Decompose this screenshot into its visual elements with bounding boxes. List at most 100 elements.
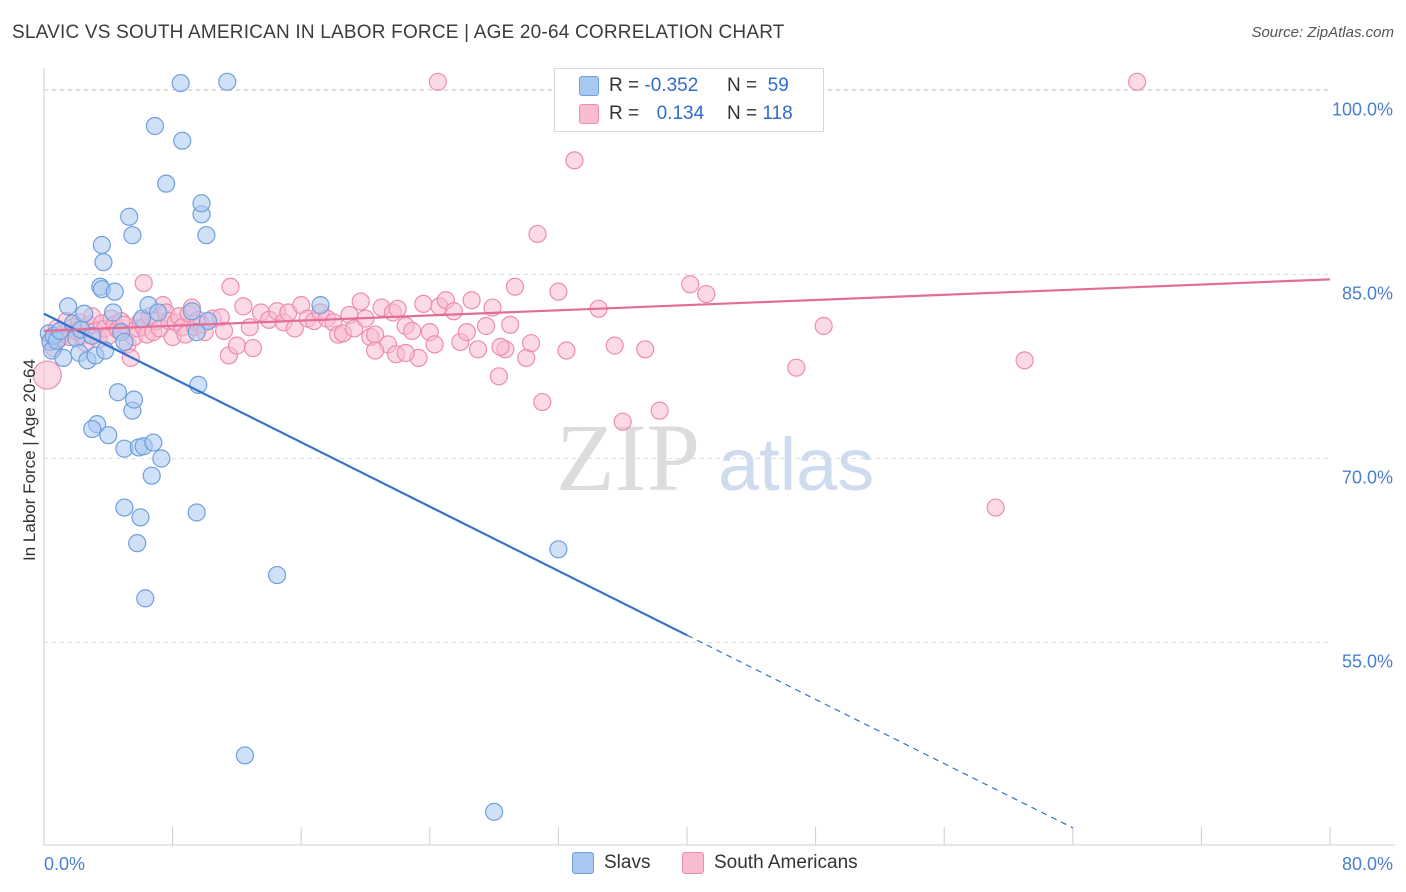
slavs-point xyxy=(120,207,139,226)
south-americans-point xyxy=(366,341,385,360)
y-tick-label: 55.0% xyxy=(1342,652,1393,672)
south-americans-point xyxy=(1127,72,1147,91)
slavs-point xyxy=(75,304,94,323)
slavs-point xyxy=(149,303,168,322)
south-americans-point xyxy=(428,72,447,91)
slavs-point xyxy=(235,746,255,765)
legend-n-label: N = xyxy=(726,103,758,124)
slavs-point xyxy=(182,302,201,321)
south-americans-point xyxy=(787,358,806,377)
axes-layer: 100.0% 85.0% 70.0% 55.0% 0.0% 80.0% xyxy=(43,68,1395,874)
slavs-point xyxy=(197,226,216,245)
south-americans-point xyxy=(650,401,669,420)
y-axis-label: In Labor Force | Age 20-64 xyxy=(20,359,39,561)
legend-n-value: 118 xyxy=(762,103,793,124)
south-americans-point xyxy=(489,367,509,386)
slavs-point xyxy=(124,390,144,409)
slavs-trend-extension xyxy=(686,634,1074,829)
legend-row-south-americans: R = 0.134 N = 118 xyxy=(579,101,793,127)
south-americans-point xyxy=(505,277,525,296)
south-americans-point xyxy=(476,316,496,336)
slavs-point xyxy=(54,348,73,367)
slavs-point xyxy=(94,253,113,272)
south-americans-point xyxy=(388,299,407,318)
slavs-point xyxy=(549,540,568,559)
slavs-point xyxy=(115,332,134,352)
slavs-point xyxy=(267,565,287,585)
south-americans-point xyxy=(351,292,370,311)
x-tick-label: 0.0% xyxy=(44,854,85,874)
south-americans-point xyxy=(681,275,700,294)
slavs-point xyxy=(152,449,171,468)
slavs-point xyxy=(104,303,123,322)
south-americans-point xyxy=(613,412,632,431)
south-americans-point xyxy=(1015,351,1034,370)
south-americans-point xyxy=(986,498,1005,517)
south-americans-point xyxy=(227,336,246,355)
trend-layer xyxy=(43,278,1331,829)
slavs-point xyxy=(145,116,165,136)
slavs-point xyxy=(92,235,111,255)
slavs-point xyxy=(115,498,134,517)
correlation-legend: R = -0.352 N = 59 R = 0.134 N = 118 xyxy=(554,68,824,132)
south-americans-point xyxy=(243,338,263,358)
slavs-point xyxy=(157,174,176,193)
slavs-swatch xyxy=(579,76,599,96)
south-americans-point xyxy=(549,282,568,301)
south-americans-point xyxy=(468,340,488,359)
slavs-trend-line xyxy=(43,312,688,637)
slavs-point xyxy=(105,282,124,301)
south-americans-point xyxy=(234,297,253,316)
south-americans-point xyxy=(521,334,541,353)
south-americans-point xyxy=(32,360,62,390)
south-americans-point xyxy=(462,291,481,310)
slavs-point xyxy=(123,226,142,245)
legend-n-value: 59 xyxy=(767,75,789,96)
south-americans-point xyxy=(240,318,259,337)
legend-row-slavs: R = -0.352 N = 59 xyxy=(579,73,789,99)
south-americans-point xyxy=(414,294,433,313)
south-americans-point xyxy=(557,341,576,360)
legend-n-label: N = xyxy=(726,75,758,96)
slavs-point xyxy=(83,419,102,439)
south-americans-point xyxy=(444,302,464,321)
bottom-legend-slavs: Slavs xyxy=(572,852,650,874)
grid-layer xyxy=(44,88,1330,644)
slavs-point xyxy=(485,802,504,821)
south-americans-point xyxy=(221,277,240,296)
x-tick-label: 80.0% xyxy=(1342,854,1393,874)
slavs-point xyxy=(187,503,206,522)
slavs-point xyxy=(108,383,128,402)
south-americans-point xyxy=(491,337,510,356)
slavs-legend-swatch xyxy=(572,852,594,874)
legend-r-label: R = xyxy=(609,75,640,96)
slavs-point xyxy=(171,73,190,93)
chart-title: SLAVIC VS SOUTH AMERICAN IN LABOR FORCE … xyxy=(12,22,785,43)
slavs-point xyxy=(99,426,118,445)
slavs-point xyxy=(187,323,206,342)
bottom-legend-south-americans: South Americans xyxy=(682,852,858,874)
south-americans-point xyxy=(636,340,655,359)
south-americans-point xyxy=(457,323,476,342)
slavs-point xyxy=(173,131,192,150)
south-americans-trend-line xyxy=(43,278,1331,332)
south-americans-point xyxy=(697,284,716,304)
south-americans-point xyxy=(403,321,422,340)
slavs-legend-label: Slavs xyxy=(604,852,651,873)
slavs-point xyxy=(131,508,150,527)
slavs-point xyxy=(192,194,211,213)
y-tick-label: 85.0% xyxy=(1342,283,1393,303)
slavs-point xyxy=(311,296,330,315)
south-americans-legend-swatch xyxy=(682,852,704,874)
slavs-point xyxy=(128,534,147,553)
y-tick-label: 70.0% xyxy=(1342,468,1393,488)
watermark: ZIP atlas xyxy=(556,404,874,511)
slavs-point xyxy=(142,466,161,485)
south-americans-point xyxy=(501,315,520,334)
legend-r-value: 0.134 xyxy=(656,103,705,124)
south-americans-point xyxy=(533,392,552,412)
south-americans-point xyxy=(814,316,833,336)
south-americans-legend-label: South Americans xyxy=(714,852,858,873)
watermark-atlas: atlas xyxy=(718,423,874,506)
